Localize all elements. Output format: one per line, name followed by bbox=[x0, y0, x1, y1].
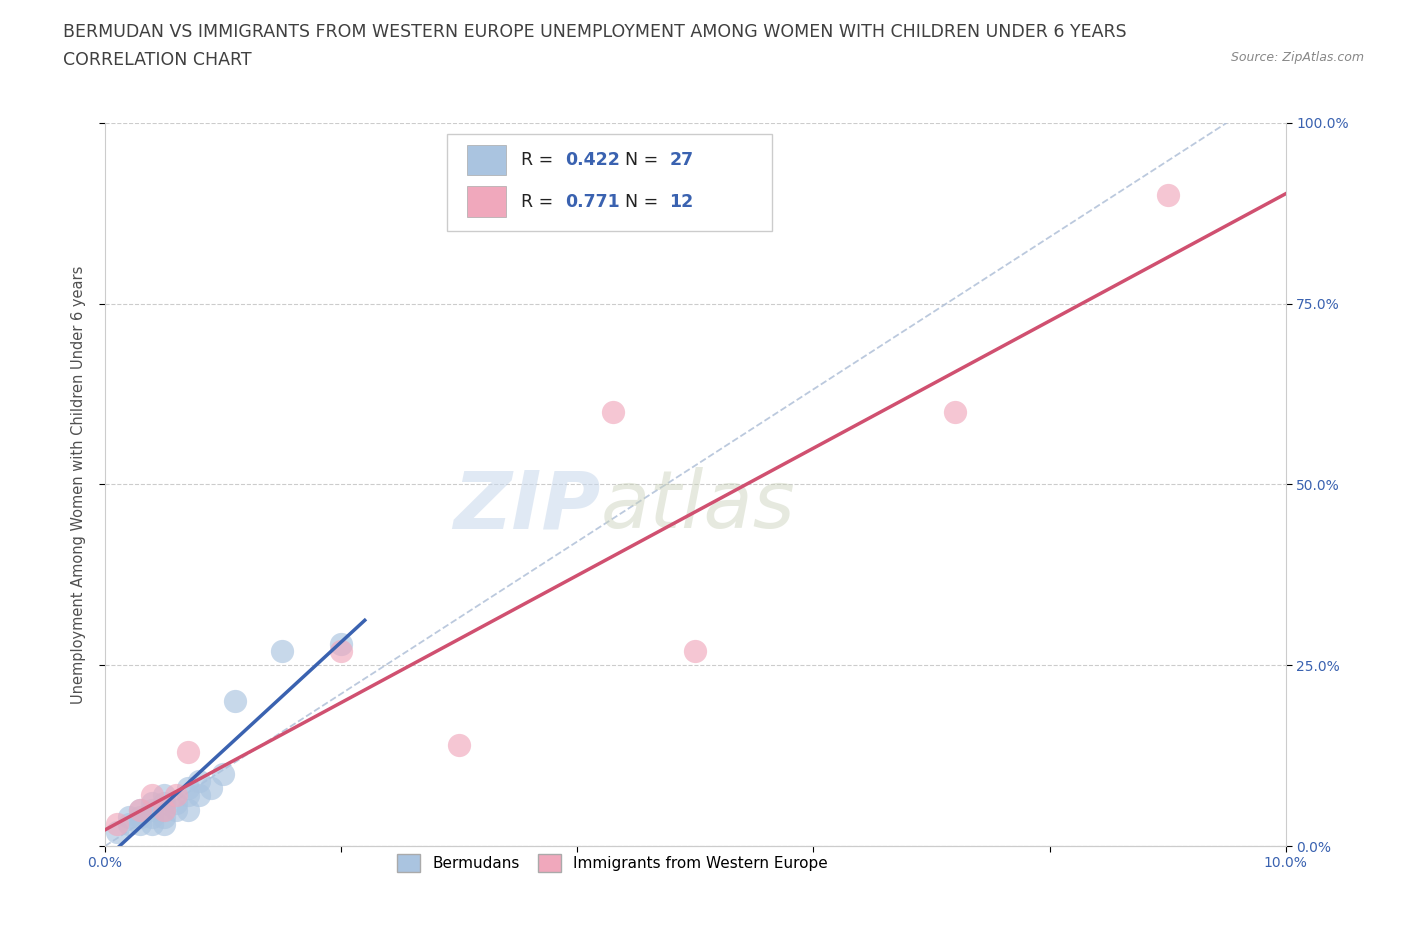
Text: 0.422: 0.422 bbox=[565, 151, 620, 169]
Point bbox=[176, 745, 198, 760]
Point bbox=[117, 817, 139, 831]
Point bbox=[330, 644, 353, 658]
FancyBboxPatch shape bbox=[467, 145, 506, 175]
Point bbox=[153, 803, 176, 817]
Point bbox=[200, 781, 222, 796]
Point bbox=[943, 405, 966, 419]
Point bbox=[129, 810, 152, 825]
Point bbox=[141, 810, 163, 825]
Text: R =: R = bbox=[520, 151, 558, 169]
Point bbox=[153, 803, 176, 817]
Point bbox=[165, 795, 187, 810]
Point bbox=[117, 810, 139, 825]
Point bbox=[153, 795, 176, 810]
Point bbox=[271, 644, 294, 658]
Point bbox=[105, 817, 128, 831]
Legend: Bermudans, Immigrants from Western Europe: Bermudans, Immigrants from Western Europ… bbox=[391, 848, 834, 878]
Point bbox=[153, 788, 176, 803]
Point bbox=[224, 694, 246, 709]
Text: 27: 27 bbox=[669, 151, 693, 169]
Point bbox=[188, 774, 211, 789]
Y-axis label: Unemployment Among Women with Children Under 6 years: Unemployment Among Women with Children U… bbox=[72, 265, 86, 704]
Text: N =: N = bbox=[624, 151, 664, 169]
Point bbox=[330, 636, 353, 651]
Text: BERMUDAN VS IMMIGRANTS FROM WESTERN EUROPE UNEMPLOYMENT AMONG WOMEN WITH CHILDRE: BERMUDAN VS IMMIGRANTS FROM WESTERN EURO… bbox=[63, 23, 1126, 41]
Point bbox=[141, 803, 163, 817]
Point bbox=[129, 803, 152, 817]
Point bbox=[153, 810, 176, 825]
Text: 12: 12 bbox=[669, 193, 693, 210]
Point bbox=[212, 766, 235, 781]
Point bbox=[141, 788, 163, 803]
Text: N =: N = bbox=[624, 193, 664, 210]
Text: Source: ZipAtlas.com: Source: ZipAtlas.com bbox=[1230, 51, 1364, 64]
Point bbox=[685, 644, 707, 658]
Point bbox=[176, 781, 198, 796]
Point bbox=[141, 795, 163, 810]
Point bbox=[165, 788, 187, 803]
Text: R =: R = bbox=[520, 193, 558, 210]
FancyBboxPatch shape bbox=[467, 186, 506, 217]
Text: atlas: atlas bbox=[600, 467, 796, 545]
Point bbox=[141, 817, 163, 831]
Point bbox=[165, 803, 187, 817]
Point bbox=[176, 803, 198, 817]
Point bbox=[176, 788, 198, 803]
Point bbox=[602, 405, 624, 419]
FancyBboxPatch shape bbox=[447, 134, 772, 232]
Text: 0.771: 0.771 bbox=[565, 193, 620, 210]
Text: ZIP: ZIP bbox=[454, 467, 600, 545]
Point bbox=[129, 803, 152, 817]
Point bbox=[1157, 188, 1180, 203]
Point bbox=[153, 817, 176, 831]
Point bbox=[449, 737, 471, 752]
Text: CORRELATION CHART: CORRELATION CHART bbox=[63, 51, 252, 69]
Point bbox=[188, 788, 211, 803]
Point bbox=[105, 824, 128, 839]
Point bbox=[129, 817, 152, 831]
